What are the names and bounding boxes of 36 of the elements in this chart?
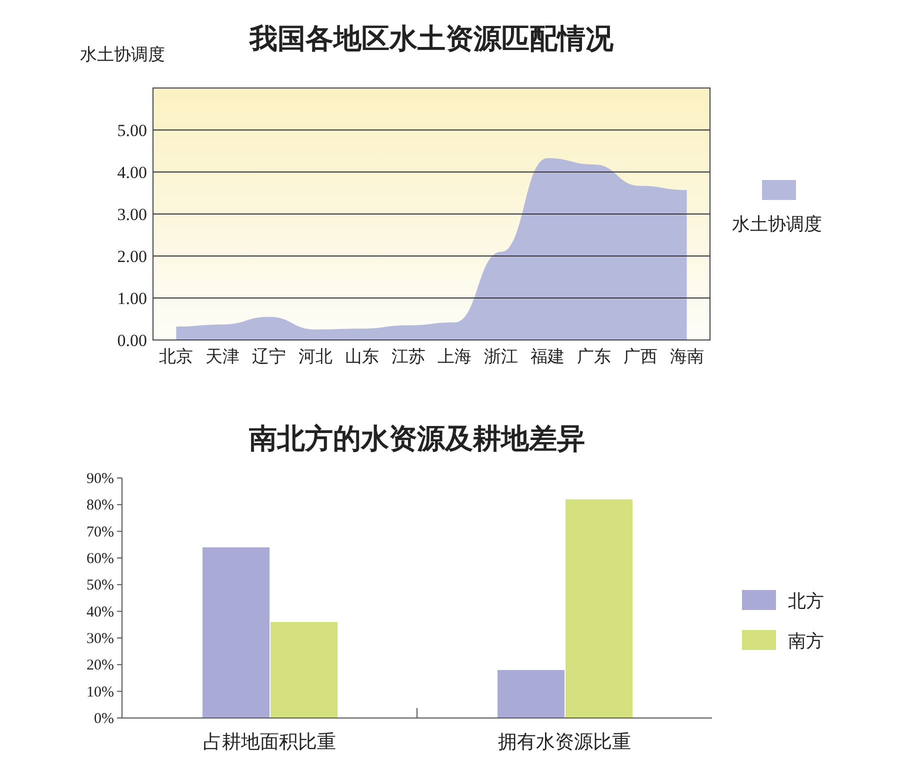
- legend-label: 南方: [788, 631, 824, 652]
- y-tick-label: 5.00: [117, 121, 147, 140]
- chart-title: 我国各地区水土资源匹配情况: [248, 22, 614, 55]
- x-tick-label: 占耕地面积比重: [203, 731, 336, 753]
- y-tick-label: 10%: [86, 684, 114, 700]
- y-tick-label: 0.00: [117, 331, 147, 350]
- x-tick-label: 江苏: [391, 347, 426, 367]
- y-tick-label: 50%: [86, 578, 114, 594]
- x-tick-label: 广东: [576, 347, 611, 367]
- x-tick-label: 浙江: [484, 347, 518, 367]
- legend-label: 北方: [788, 591, 824, 612]
- y-axis-title: 水土协调度: [80, 45, 165, 65]
- chart-title: 南北方的水资源及耕地差异: [248, 422, 585, 455]
- x-tick-label: 海南: [670, 347, 704, 367]
- y-tick-label: 40%: [86, 604, 114, 620]
- x-tick-label: 天津: [206, 347, 240, 367]
- y-tick-label: 20%: [86, 658, 114, 674]
- y-tick-label: 2.00: [117, 247, 147, 266]
- y-tick-label: 90%: [86, 471, 114, 487]
- y-tick-label: 70%: [86, 524, 114, 540]
- y-tick-label: 0%: [94, 711, 114, 727]
- y-tick-label: 80%: [86, 498, 114, 514]
- x-tick-label: 北京: [159, 347, 194, 367]
- x-tick-label: 山东: [344, 347, 379, 367]
- legend-label: 水土协调度: [732, 214, 822, 235]
- y-tick-label: 30%: [86, 631, 114, 647]
- y-tick-label: 3.00: [117, 205, 147, 224]
- y-tick-label: 4.00: [117, 163, 147, 182]
- y-tick-label: 1.00: [117, 289, 147, 308]
- x-tick-label: 辽宁: [252, 347, 286, 367]
- x-tick-label: 上海: [438, 347, 472, 367]
- x-tick-label: 广西: [623, 347, 658, 367]
- x-tick-label: 河北: [298, 347, 332, 367]
- y-tick-label: 60%: [86, 551, 114, 567]
- x-tick-label: 福建: [530, 347, 565, 367]
- x-tick-label: 拥有水资源比重: [498, 731, 631, 753]
